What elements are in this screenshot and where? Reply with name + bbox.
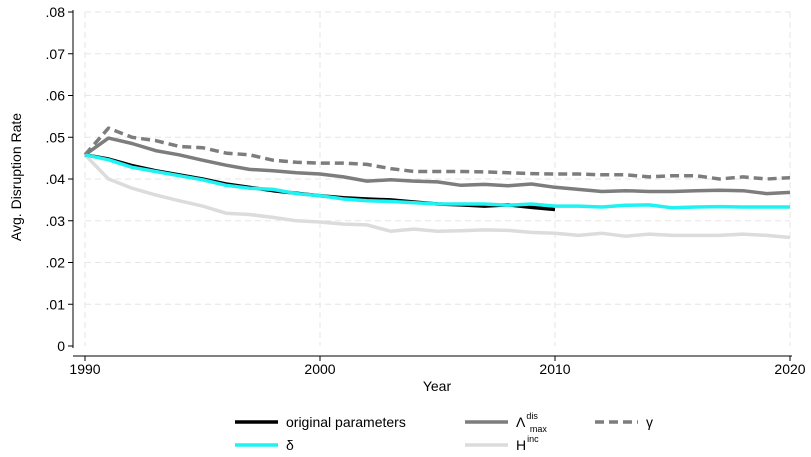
legend-label-1: original parameters <box>286 414 406 430</box>
x-axis-title: Year <box>423 378 452 394</box>
legend-label-5: γ <box>646 414 653 430</box>
y-tick-label: .01 <box>46 296 66 312</box>
series-group <box>83 126 791 240</box>
y-tick-label: .04 <box>46 171 66 187</box>
axes: 0 .01 .02 .03 .04 .05 .06 .07 .08 1990 2000 2010 202… <box>46 4 806 377</box>
series-line-5 <box>83 126 791 181</box>
y-tick-label: .02 <box>46 255 66 271</box>
series-line-3 <box>83 136 791 196</box>
x-tick-label: 1990 <box>69 361 100 377</box>
y-tick-label: .06 <box>46 88 66 104</box>
x-tick-label: 2010 <box>539 361 570 377</box>
y-tick-label: 0 <box>57 338 65 354</box>
y-tick-label: .08 <box>46 4 66 20</box>
y-tick-label: .07 <box>46 46 66 62</box>
series-line-4 <box>83 153 791 240</box>
y-tick-label: .03 <box>46 213 66 229</box>
legend-label-2: δ <box>286 437 294 453</box>
y-axis-title: Avg. Disruption Rate <box>8 113 24 241</box>
grid-lines <box>84 11 791 346</box>
x-tick-label: 2000 <box>304 361 335 377</box>
series-line-2 <box>84 153 790 210</box>
x-tick-label: 2020 <box>774 361 805 377</box>
y-tick-label: .05 <box>46 129 66 145</box>
